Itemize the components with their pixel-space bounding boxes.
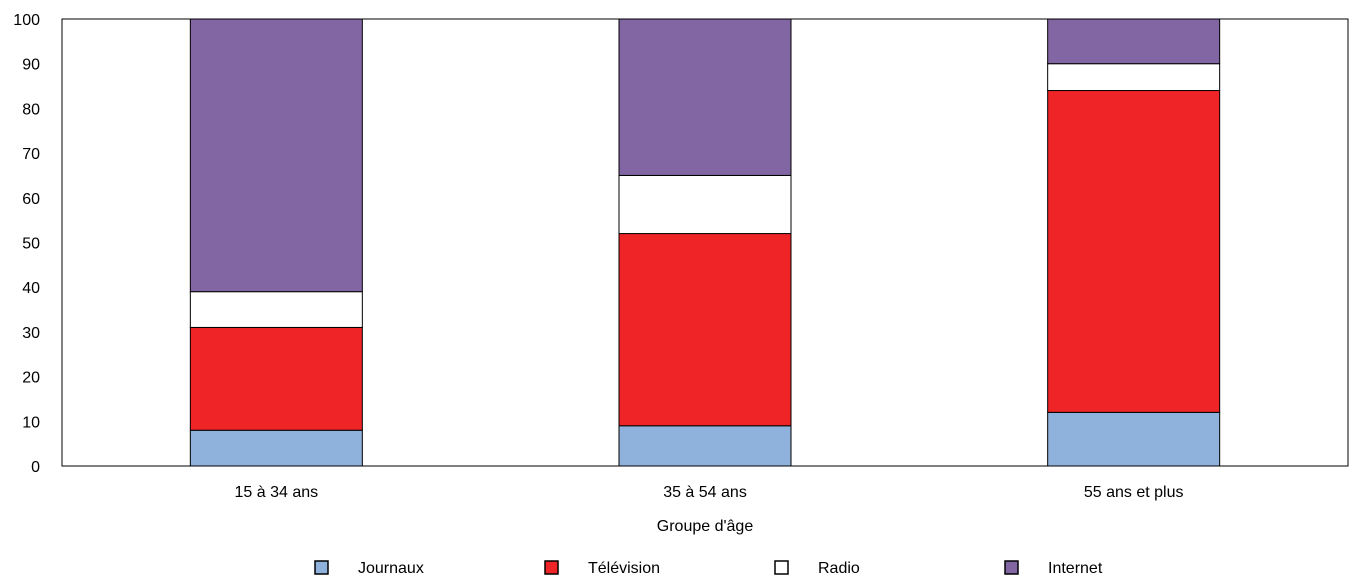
x-tick-label: 15 à 34 ans — [235, 484, 319, 501]
bar-segment-t-l-vision — [1047, 90, 1221, 413]
y-axis-ticks: 0 10 20 30 40 50 60 70 80 90 100 — [13, 12, 40, 476]
y-tick-label: 30 — [22, 325, 40, 342]
bar-segment-journaux — [189, 429, 363, 467]
legend-label: Télévision — [588, 560, 660, 577]
x-axis-title: Groupe d'âge — [657, 518, 754, 535]
bar-segment-t-l-vision — [189, 326, 363, 431]
legend-label: Radio — [818, 560, 860, 577]
legend-swatch — [1004, 560, 1019, 575]
y-tick-label: 80 — [22, 101, 40, 118]
y-tick-label: 70 — [22, 146, 40, 163]
bar-segment-journaux — [1047, 411, 1221, 467]
y-tick-label: 100 — [13, 12, 40, 29]
x-tick-label: 55 ans et plus — [1084, 484, 1184, 501]
y-tick-label: 0 — [31, 459, 40, 476]
plot-frame — [61, 18, 1349, 467]
bar-segment-internet — [1047, 18, 1221, 65]
bar-segment-radio — [189, 291, 363, 328]
x-axis-ticks: 15 à 34 ans 35 à 54 ans 55 ans et plus — [235, 484, 1184, 501]
bar-segment-radio — [1047, 63, 1221, 92]
legend-label: Journaux — [358, 560, 424, 577]
y-tick-label: 60 — [22, 191, 40, 208]
y-tick-label: 40 — [22, 280, 40, 297]
y-tick-label: 90 — [22, 57, 40, 74]
bar-segment-internet — [618, 18, 792, 176]
legend-swatch — [774, 560, 789, 575]
legend: Journaux Télévision Radio Internet — [314, 560, 1103, 577]
legend-swatch — [544, 560, 559, 575]
y-tick-label: 50 — [22, 236, 40, 253]
bar-segment-radio — [618, 174, 792, 235]
bars — [189, 18, 1221, 467]
legend-swatch — [314, 560, 329, 575]
bar-segment-internet — [189, 18, 363, 293]
bar-segment-t-l-vision — [618, 233, 792, 427]
legend-label: Internet — [1048, 560, 1103, 577]
y-tick-label: 10 — [22, 414, 40, 431]
y-tick-label: 20 — [22, 370, 40, 387]
bar-segment-journaux — [618, 425, 792, 467]
x-tick-label: 35 à 54 ans — [663, 484, 747, 501]
